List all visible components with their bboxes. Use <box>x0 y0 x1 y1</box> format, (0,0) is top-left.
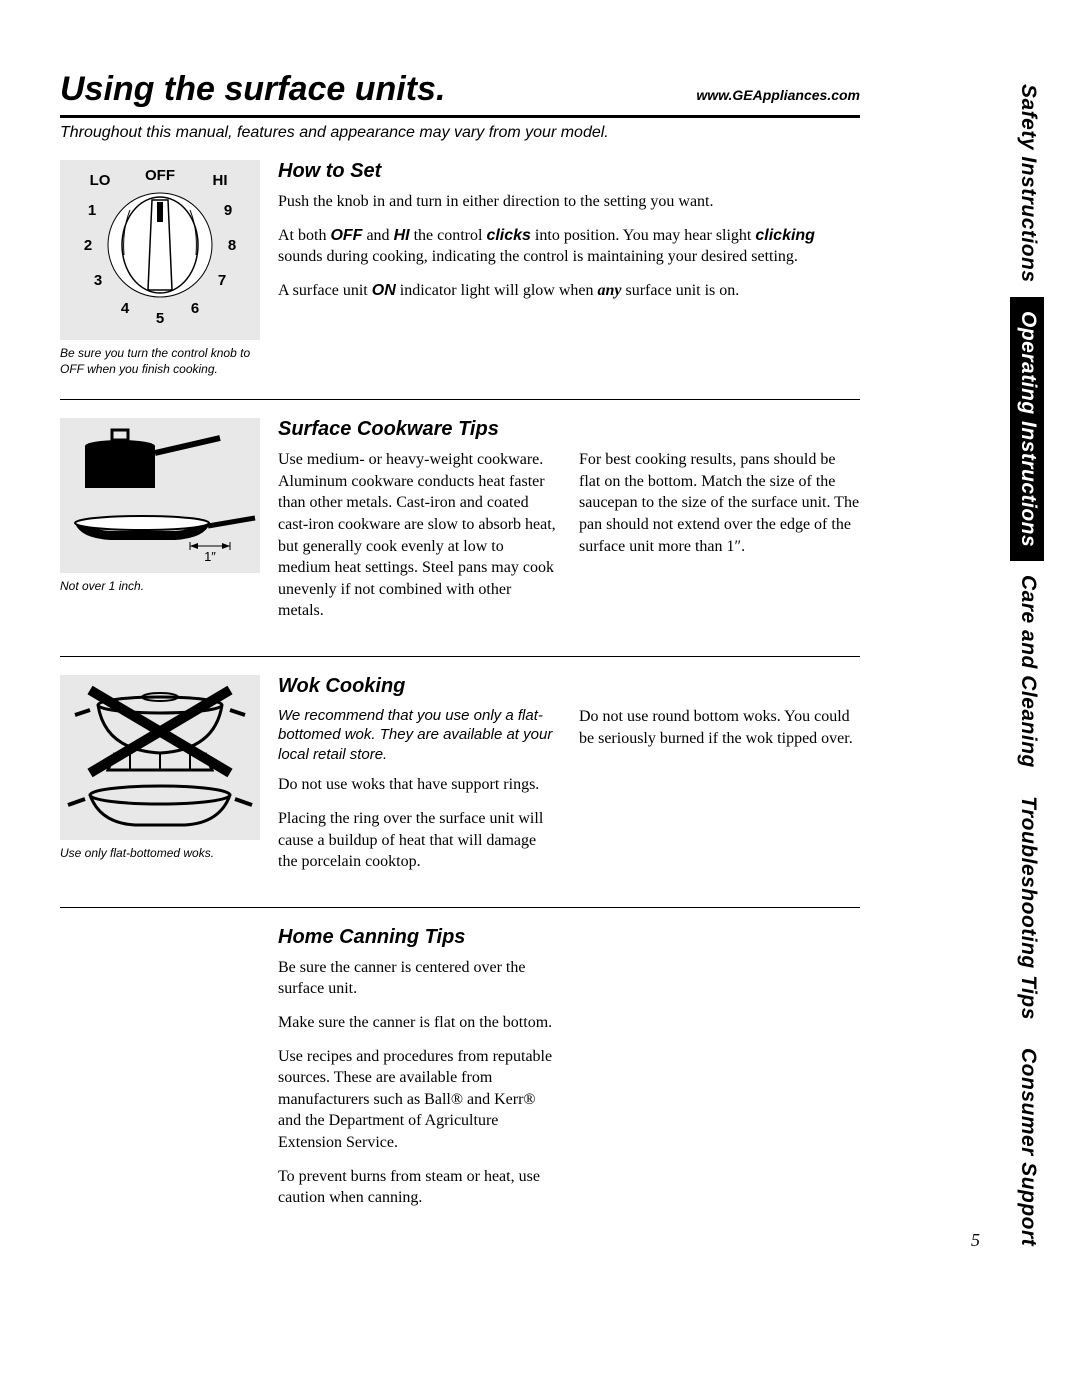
svg-text:2: 2 <box>84 237 92 254</box>
svg-text:9: 9 <box>224 202 232 219</box>
svg-text:3: 3 <box>94 272 102 289</box>
header-url: www.GEAppliances.com <box>696 87 860 103</box>
page-header: Using the surface units. www.GEAppliance… <box>60 70 860 118</box>
canning-heading: Home Canning Tips <box>278 926 860 949</box>
svg-text:1: 1 <box>88 202 96 219</box>
cookware-col2: For best cooking results, pans should be… <box>579 449 860 557</box>
section-how-to-set: OFF LO HI 1 2 3 4 5 6 7 8 9 <box>60 160 860 400</box>
canning-p3: Use recipes and procedures from reputabl… <box>278 1046 559 1154</box>
svg-text:HI: HI <box>213 172 228 189</box>
knob-caption: Be sure you turn the control knob to OFF… <box>60 346 260 377</box>
svg-text:7: 7 <box>218 272 226 289</box>
section-cookware: 1″ Not over 1 inch. Surface Cookware Tip… <box>60 418 860 657</box>
canning-p1: Be sure the canner is centered over the … <box>278 957 559 1000</box>
tab-operating[interactable]: Operating Instructions <box>1010 297 1044 561</box>
how-to-set-p2: At both OFF and HI the control clicks in… <box>278 225 860 268</box>
section-wok: Use only flat-bottomed woks. Wok Cooking… <box>60 675 860 908</box>
wok-c2p1: Do not use round bottom woks. You could … <box>579 706 860 749</box>
svg-text:4: 4 <box>121 300 130 317</box>
canning-p4: To prevent burns from steam or heat, use… <box>278 1166 559 1209</box>
wok-heading: Wok Cooking <box>278 675 860 698</box>
cookware-heading: Surface Cookware Tips <box>278 418 860 441</box>
cookware-figure: 1″ <box>60 418 260 573</box>
section-tabs: Safety Instructions Operating Instructio… <box>1010 70 1044 1260</box>
page-number: 5 <box>971 1230 980 1251</box>
wok-figure <box>60 675 260 840</box>
canning-p2: Make sure the canner is flat on the bott… <box>278 1012 559 1034</box>
page-title: Using the surface units. <box>60 70 445 109</box>
svg-text:6: 6 <box>191 300 199 317</box>
svg-text:8: 8 <box>228 237 236 254</box>
wok-c1p2: Do not use woks that have support rings. <box>278 774 559 796</box>
svg-text:1″: 1″ <box>204 549 216 564</box>
svg-text:5: 5 <box>156 310 164 327</box>
section-canning: Home Canning Tips Be sure the canner is … <box>60 926 860 1243</box>
how-to-set-p1: Push the knob in and turn in either dire… <box>278 191 860 213</box>
tab-troubleshooting[interactable]: Troubleshooting Tips <box>1010 782 1044 1034</box>
wok-recommend: We recommend that you use only a flat-bo… <box>278 706 559 765</box>
svg-text:OFF: OFF <box>145 167 175 184</box>
cookware-caption: Not over 1 inch. <box>60 579 260 595</box>
tab-consumer[interactable]: Consumer Support <box>1010 1034 1044 1260</box>
how-to-set-p3: A surface unit ON indicator light will g… <box>278 280 860 302</box>
tab-care[interactable]: Care and Cleaning <box>1010 561 1044 782</box>
wok-c1p3: Placing the ring over the surface unit w… <box>278 808 559 873</box>
how-to-set-heading: How to Set <box>278 160 860 183</box>
tab-safety[interactable]: Safety Instructions <box>1010 70 1044 297</box>
knob-figure: OFF LO HI 1 2 3 4 5 6 7 8 9 <box>60 160 260 340</box>
svg-text:LO: LO <box>90 172 111 189</box>
wok-caption: Use only flat-bottomed woks. <box>60 846 260 862</box>
cookware-col1: Use medium- or heavy-weight cookware. Al… <box>278 449 559 622</box>
page-subtitle: Throughout this manual, features and app… <box>60 124 860 142</box>
